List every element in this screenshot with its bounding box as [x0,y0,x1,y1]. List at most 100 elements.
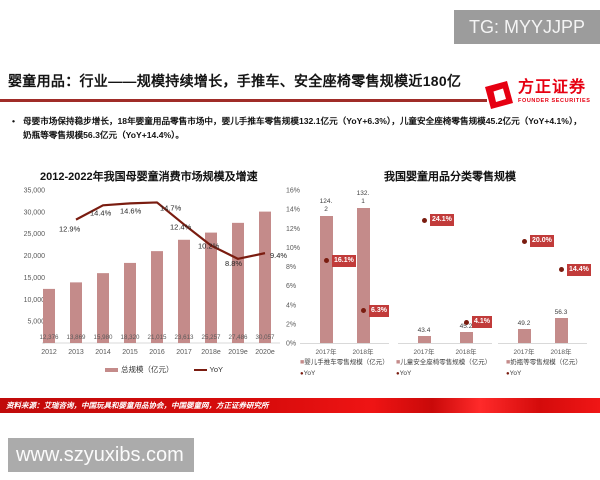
legend-label: YoY [509,369,522,377]
x-axis-label: 2017年 [315,349,337,356]
chart-text: 30,057 [256,334,275,341]
right-chart-title: 我国婴童用品分类零售规模 [384,171,516,183]
bar-value-label: 43.4 [417,326,431,334]
chart-text: 10.2% [198,241,220,250]
chart-text: 8.8% [225,259,242,268]
legend-dot-row: ●YoY [300,369,389,379]
title-underline [0,99,487,102]
yoy-dot [464,319,469,325]
group-legend: ■儿童安全座椅零售规模（亿元） ●YoY [396,358,491,379]
chart-text: 2018e [201,349,221,356]
chart-text: 2019e [228,349,248,356]
legend-label: YoY [209,365,224,374]
legend-yoy: YoY [193,365,224,374]
yoy-line [75,201,266,260]
bar-value-label: 56.3 [554,309,568,317]
bar [554,318,568,343]
chart-text: 2012 [41,349,57,356]
line-swatch [193,368,207,371]
bar-value-label: 45.2 [459,322,473,330]
left-chart-title: 2012-2022年我国母婴童消费市场规模及增速 [40,171,258,183]
bar-swatch: ■ [396,359,401,366]
group-baseline [498,343,587,344]
right-chart-plot: 124. 2 16.1% 2017年 132. 1 6.3% 2018年 ■婴儿手推车零售规… [300,168,600,396]
yoy-label: 24.1% [430,214,454,227]
legend-label: 婴儿手推车零售规模（亿元） [304,359,389,366]
dot-swatch: ● [300,370,304,377]
group-legend: ■奶瓶等零售规模（亿元） ●YoY [506,358,582,379]
yoy-label: 4.1% [472,316,492,329]
group-baseline [398,343,492,344]
legend-dot-row: ●YoY [506,369,582,379]
x-axis-label: 2018年 [455,349,477,356]
bar [356,208,370,343]
group-baseline [300,343,389,344]
watermark-top: TG: MYYJJPP [454,10,600,44]
x-axis-label: 2017年 [513,349,535,356]
founder-logo-icon [485,81,513,109]
bar [178,239,190,343]
yoy-label: 6.3% [369,304,389,317]
chart-text: - [43,341,46,348]
chart-text: 12% [286,226,300,233]
page-title: 婴童用品：行业——规模持续增长，手推车、安全座椅零售规模近180亿 [8,73,462,89]
legend-dot-row: ●YoY [396,369,491,379]
yoy-dot [324,258,329,264]
chart-text: 23,613 [175,334,194,341]
chart-text: 2020e [255,349,275,356]
chart-text: 25,000 [24,231,46,238]
chart-text: 2014 [95,349,111,356]
bar [319,216,333,343]
chart-text: 14.7% [160,203,182,212]
legend-label: 奶瓶等零售规模（亿元） [510,359,582,366]
bar [151,251,163,343]
chart-text: 12,376 [40,334,59,341]
chart-text: 15,000 [24,275,46,282]
logo-name: 方正证券 [518,79,587,96]
bar-value-label: 124. 2 [319,198,333,214]
legend-label: 儿童安全座椅零售规模（亿元） [400,359,492,366]
bar-swatch: ■ [506,359,511,366]
chart-text: 10,000 [24,297,46,304]
chart-text: 21,015 [148,334,167,341]
bar [459,331,473,343]
summary-bullet: • 母婴市场保持稳步增长，18年婴童用品零售市场中，婴儿手推车零售规模132.1… [12,115,588,143]
bar-swatch [105,367,118,372]
chart-text: 13,869 [67,334,86,341]
yoy-dot [522,238,527,244]
chart-text: 14.4% [90,208,112,217]
left-chart-legend: 总规模（亿元） YoY [18,364,310,375]
bar [259,211,271,343]
chart-text: 9.4% [270,251,287,260]
chart-text: 12.4% [170,222,192,231]
chart-text: 25,257 [202,334,221,341]
chart-text: 16% [286,188,300,195]
yoy-label: 14.4% [567,263,591,276]
bar [417,335,431,343]
chart-text: 10% [286,245,300,252]
chart-text: 30,000 [24,209,46,216]
yoy-label: 20.0% [530,235,554,247]
logo-subtitle: FOUNDER SECURITIES [518,98,591,104]
chart-text: 18,320 [121,334,140,341]
left-chart-plot: 35,000 30,000 25,000 20,000 15,000 10,000 5,00… [24,188,300,357]
founder-logo-text: 方正证券 FOUNDER SECURITIES [518,80,591,105]
bar [124,262,136,343]
yoy-label: 16.1% [332,254,356,267]
x-axis-label: 2018年 [352,349,374,356]
yoy-dot [422,217,427,223]
x-axis-label: 2018年 [550,349,572,356]
yoy-dot [361,308,366,314]
founder-securities-logo: 方正证券 FOUNDER SECURITIES [484,80,591,110]
legend-label: YoY [399,369,412,377]
dot-swatch: ● [396,370,400,377]
legend-bar-row: ■儿童安全座椅零售规模（亿元） [396,358,491,369]
legend-total-scale: 总规模（亿元） [105,364,174,375]
legend-bar-row: ■婴儿手推车零售规模（亿元） [300,358,389,369]
bar [70,282,82,343]
chart-text: 8% [286,264,296,271]
legend-label: YoY [303,369,316,377]
chart-text: 2016 [149,349,165,356]
chart-text: 14.6% [120,206,142,215]
